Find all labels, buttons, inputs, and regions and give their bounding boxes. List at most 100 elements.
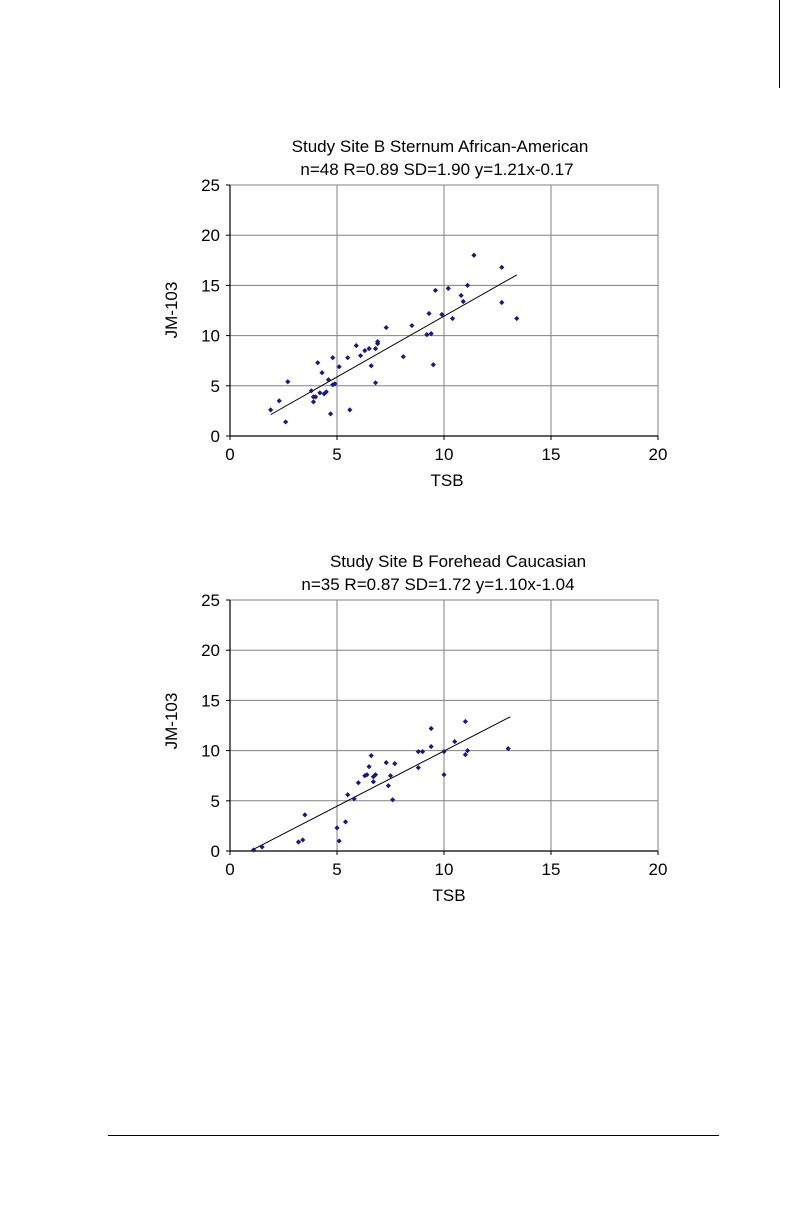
- data-point: [330, 355, 336, 361]
- data-point: [323, 389, 329, 395]
- data-point: [259, 844, 265, 850]
- data-point: [390, 797, 396, 803]
- data-point: [366, 764, 372, 770]
- data-point: [430, 362, 436, 368]
- data-point: [464, 282, 471, 288]
- y-tick-label: 10: [201, 742, 220, 761]
- data-point: [370, 779, 376, 785]
- data-point: [458, 292, 464, 299]
- plot-grid: [229, 599, 659, 852]
- trendline: [253, 716, 511, 850]
- data-point: [400, 354, 406, 360]
- x-tick-label: 15: [542, 445, 561, 464]
- data-point: [368, 753, 374, 759]
- data-point: [351, 796, 357, 802]
- data-point: [317, 390, 323, 396]
- data-point: [327, 411, 334, 417]
- data-point: [392, 761, 398, 767]
- tick-labels: 0 5 10 15 20 0 5 10 15 20 25: [201, 176, 667, 464]
- data-point: [250, 847, 257, 853]
- data-point: [441, 749, 447, 755]
- data-point: [383, 324, 389, 331]
- data-point: [332, 381, 338, 387]
- data-point: [300, 837, 306, 843]
- data-point: [353, 343, 359, 349]
- data-point: [362, 348, 368, 354]
- data-point: [415, 765, 421, 771]
- x-tick-label: 0: [225, 860, 234, 879]
- y-tick-label: 15: [201, 276, 220, 295]
- data-point: [321, 391, 327, 397]
- y-tick-label: 20: [201, 641, 220, 660]
- page-edge-line: [779, 0, 780, 88]
- data-point: [334, 825, 340, 831]
- data-point: [357, 353, 364, 359]
- plot-grid: [229, 184, 659, 437]
- x-tick-label: 15: [542, 860, 561, 879]
- data-point: [428, 743, 434, 750]
- data-point: [439, 311, 445, 318]
- x-tick-label: 20: [649, 445, 668, 464]
- data-point: [362, 773, 368, 779]
- data-point: [310, 394, 317, 400]
- data-point: [325, 377, 332, 383]
- data-point: [385, 783, 391, 789]
- data-point: [336, 364, 342, 370]
- data-point: [310, 399, 317, 405]
- data-point: [366, 346, 372, 352]
- data-point: [285, 379, 291, 385]
- data-point: [295, 839, 302, 845]
- data-point: [428, 330, 434, 337]
- y-tick-label: 25: [201, 176, 220, 195]
- data-point: [471, 252, 477, 258]
- data-point: [375, 339, 381, 345]
- data-point: [368, 363, 374, 369]
- x-tick-label: 0: [225, 445, 234, 464]
- data-points: [250, 716, 511, 853]
- tick-labels: 0 5 10 15 20 0 5 10 15 20 25: [201, 591, 667, 879]
- data-point: [336, 838, 342, 844]
- y-axis-label: JM-103: [162, 693, 181, 750]
- data-point: [449, 315, 456, 322]
- data-point: [499, 299, 505, 306]
- data-point: [420, 749, 426, 755]
- x-tick-label: 5: [332, 860, 341, 879]
- scatter-chart-forehead: Study Site B Forehead Caucasian n=35 R=0…: [162, 552, 667, 905]
- data-point: [347, 407, 353, 413]
- data-point: [319, 370, 325, 376]
- data-point: [383, 760, 389, 766]
- data-points: [268, 252, 520, 425]
- data-point: [432, 287, 439, 294]
- y-tick-label: 20: [201, 226, 220, 245]
- data-point: [387, 773, 394, 779]
- data-point: [428, 725, 434, 732]
- chart-subtitle: n=48 R=0.89 SD=1.90 y=1.21x-0.17: [300, 160, 573, 179]
- chart-title: Study Site B Sternum African-American: [292, 137, 589, 156]
- y-tick-label: 25: [201, 591, 220, 610]
- x-tick-label: 5: [332, 445, 341, 464]
- x-axis-label: TSB: [430, 471, 463, 490]
- data-point: [283, 419, 289, 425]
- data-point: [315, 360, 321, 366]
- data-point: [372, 380, 379, 386]
- y-tick-label: 5: [211, 377, 220, 396]
- x-tick-label: 20: [649, 860, 668, 879]
- y-tick-label: 0: [211, 427, 220, 446]
- x-tick-label: 10: [435, 445, 454, 464]
- data-point: [308, 388, 314, 394]
- trendline: [270, 274, 518, 416]
- data-point: [415, 749, 421, 755]
- data-point: [372, 346, 379, 352]
- data-point: [441, 772, 447, 778]
- x-axis-label: TSB: [432, 886, 465, 905]
- data-point: [462, 718, 468, 725]
- data-point: [514, 315, 520, 322]
- data-point: [426, 310, 432, 317]
- y-tick-label: 10: [201, 327, 220, 346]
- x-tick-label: 10: [435, 860, 454, 879]
- data-point: [460, 298, 466, 305]
- data-point: [464, 748, 471, 754]
- data-point: [330, 382, 336, 388]
- data-point: [345, 355, 351, 361]
- data-point: [409, 322, 415, 329]
